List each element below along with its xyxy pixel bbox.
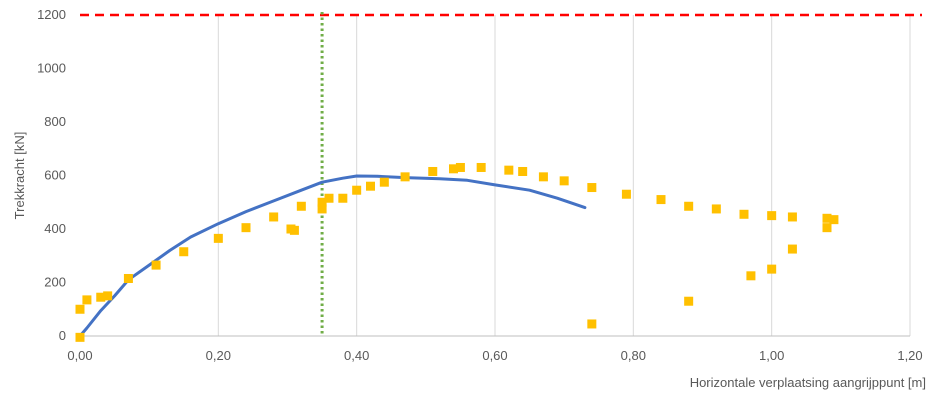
x-tick-label: 1,00 <box>759 348 784 363</box>
scatter-point <box>822 223 832 233</box>
scatter-point <box>587 183 597 193</box>
x-tick-label: 0,60 <box>482 348 507 363</box>
scatter-point <box>269 212 279 222</box>
scatter-point <box>241 223 251 233</box>
scatter-point <box>317 197 327 207</box>
y-axis-title: Trekkracht [kN] <box>12 132 27 220</box>
scatter-point <box>400 172 410 182</box>
scatter-point <box>449 164 458 174</box>
scatter-point <box>787 244 797 254</box>
gridlines <box>217 15 911 336</box>
y-tick-label: 800 <box>44 114 66 129</box>
scatter-point <box>739 209 749 219</box>
scatter-point <box>656 195 666 205</box>
scatter-point <box>213 233 223 243</box>
scatter-point <box>96 292 106 302</box>
scatter-point <box>75 332 85 342</box>
x-axis-title: Horizontale verplaatsing aangrijppunt [m… <box>690 375 926 390</box>
scatter-point <box>352 185 362 195</box>
y-tick-label: 600 <box>44 168 66 183</box>
scatter-point <box>455 162 465 172</box>
y-tick-label: 0 <box>59 328 66 343</box>
y-tick-label: 1000 <box>37 61 66 76</box>
scatter-point <box>151 260 161 270</box>
scatter-point <box>379 177 389 187</box>
scatter-point <box>711 204 721 214</box>
scatter-point <box>559 176 569 186</box>
scatter-point <box>82 295 92 305</box>
scatter-point <box>338 193 348 203</box>
scatter-point <box>296 201 306 211</box>
scatter-point <box>822 213 832 223</box>
scatter-point <box>75 304 85 314</box>
x-tick-labels: 0,00 0,20 0,40 0,60 0,80 1,00 1,20 <box>67 348 922 363</box>
scatter-point <box>621 189 631 199</box>
scatter-point <box>684 201 694 211</box>
scatter-point <box>123 273 133 283</box>
x-tick-label: 0,20 <box>206 348 231 363</box>
y-tick-label: 400 <box>44 221 66 236</box>
y-tick-label: 1200 <box>37 7 66 22</box>
x-tick-label: 1,20 <box>897 348 922 363</box>
scatter-point <box>324 193 334 203</box>
reference-lines <box>80 12 922 336</box>
x-tick-label: 0,80 <box>621 348 646 363</box>
scatter-point <box>767 264 777 274</box>
scatter-point <box>518 166 528 176</box>
scatter-point <box>684 296 694 306</box>
scatter-point <box>829 215 839 225</box>
scatter-point <box>289 225 299 235</box>
scatter-point <box>317 204 327 214</box>
x-tick-label: 0,00 <box>67 348 92 363</box>
x-tick-label: 0,40 <box>344 348 369 363</box>
y-tick-labels: 0 200 400 600 800 1000 1200 <box>37 7 66 343</box>
scatter-point <box>366 181 375 191</box>
y-tick-label: 200 <box>44 275 66 290</box>
scatter-point <box>746 271 756 281</box>
scatter-point <box>504 165 514 175</box>
scatter-point <box>538 172 548 182</box>
scatter-point <box>428 166 438 176</box>
scatter-point <box>179 247 189 257</box>
scatter-point <box>476 162 486 172</box>
scatter-series <box>75 162 839 342</box>
line-series <box>78 174 587 338</box>
scatter-point <box>587 319 597 329</box>
scatter-point <box>103 291 113 301</box>
scatter-point <box>787 212 797 222</box>
scatter-point <box>767 211 777 221</box>
